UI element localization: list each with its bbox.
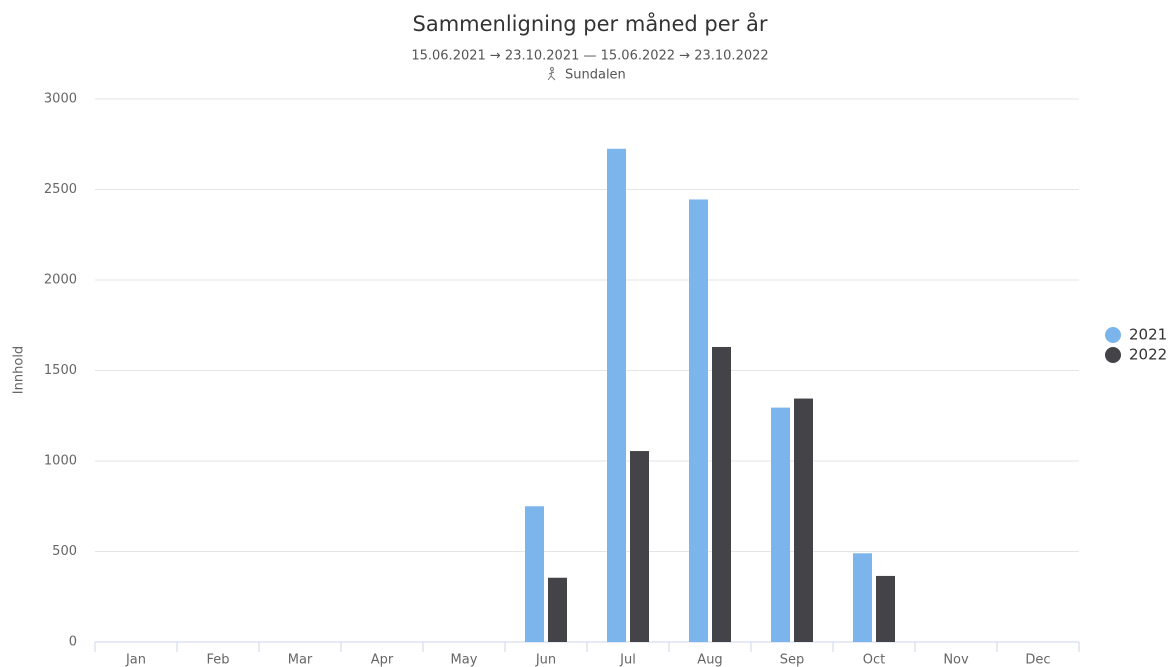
y-axis-title: Innhold	[12, 346, 27, 394]
chart-location: Sundalen	[565, 68, 626, 83]
x-tick-label: Jul	[619, 653, 636, 667]
x-tick-label: May	[451, 653, 478, 667]
y-tick-label: 0	[69, 635, 77, 650]
bar	[712, 346, 731, 642]
chart-subtitle: 15.06.2021 → 23.10.2021 — 15.06.2022 → 2…	[411, 49, 768, 64]
bar	[630, 451, 649, 642]
y-tick-label: 2500	[44, 182, 77, 197]
legend-marker	[1105, 347, 1121, 363]
hiker-icon	[547, 67, 556, 81]
y-tick-label: 1000	[44, 454, 77, 469]
y-tick-label: 2000	[44, 273, 77, 288]
x-tick-label: Jan	[125, 653, 146, 667]
bar	[794, 398, 813, 642]
y-tick-label: 500	[52, 544, 77, 559]
x-tick-label: Aug	[697, 653, 722, 667]
bar	[876, 575, 895, 642]
bar	[689, 199, 708, 642]
legend-label: 2022	[1129, 346, 1167, 364]
x-tick-label: Apr	[371, 653, 394, 667]
bar	[607, 148, 626, 642]
legend-marker	[1105, 327, 1121, 343]
bar	[771, 407, 790, 642]
chart-title: Sammenligning per måned per år	[413, 11, 768, 36]
bar	[548, 577, 567, 642]
bar	[525, 506, 544, 642]
legend-label: 2021	[1129, 326, 1167, 344]
x-tick-label: Oct	[863, 653, 885, 667]
x-tick-label: Nov	[943, 653, 969, 667]
x-tick-label: Jun	[535, 653, 556, 667]
y-tick-label: 1500	[44, 363, 77, 378]
x-tick-label: Dec	[1025, 653, 1050, 667]
y-tick-label: 3000	[44, 92, 77, 107]
bar	[853, 553, 872, 642]
x-tick-label: Mar	[288, 653, 313, 667]
x-tick-label: Feb	[206, 653, 229, 667]
x-tick-label: Sep	[780, 653, 805, 667]
